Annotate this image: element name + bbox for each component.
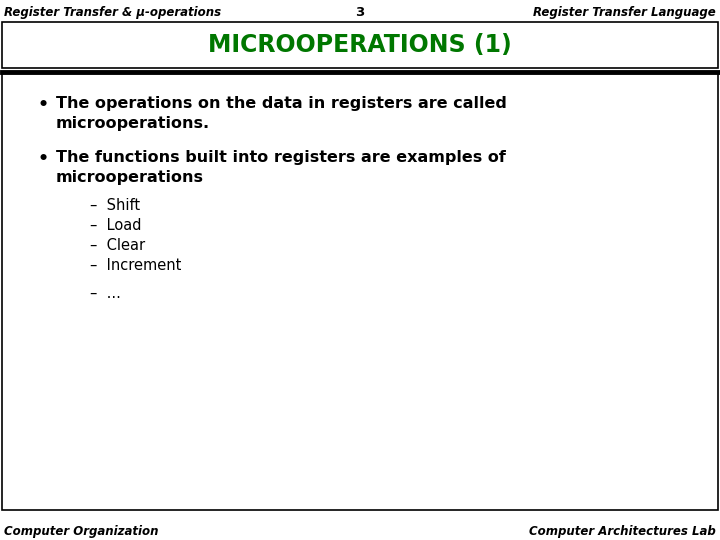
Text: Computer Architectures Lab: Computer Architectures Lab: [529, 525, 716, 538]
Text: MICROOPERATIONS (1): MICROOPERATIONS (1): [208, 33, 512, 57]
Text: Register Transfer & μ-operations: Register Transfer & μ-operations: [4, 6, 221, 19]
Text: The operations on the data in registers are called: The operations on the data in registers …: [56, 96, 507, 111]
Text: 3: 3: [356, 6, 364, 19]
Text: •: •: [38, 150, 49, 168]
Text: Register Transfer Language: Register Transfer Language: [534, 6, 716, 19]
Text: –  ...: – ...: [90, 286, 121, 301]
Bar: [2, 72, 718, 510]
Text: •: •: [38, 96, 49, 114]
Bar: [2, 22, 718, 68]
Text: –  Load: – Load: [90, 218, 142, 233]
Text: –  Clear: – Clear: [90, 238, 145, 253]
Text: –  Shift: – Shift: [90, 198, 140, 213]
Text: microoperations.: microoperations.: [56, 116, 210, 131]
Text: The functions built into registers are examples of: The functions built into registers are e…: [56, 150, 506, 165]
Text: Computer Organization: Computer Organization: [4, 525, 158, 538]
Text: –  Increment: – Increment: [90, 258, 181, 273]
Text: microoperations: microoperations: [56, 170, 204, 185]
